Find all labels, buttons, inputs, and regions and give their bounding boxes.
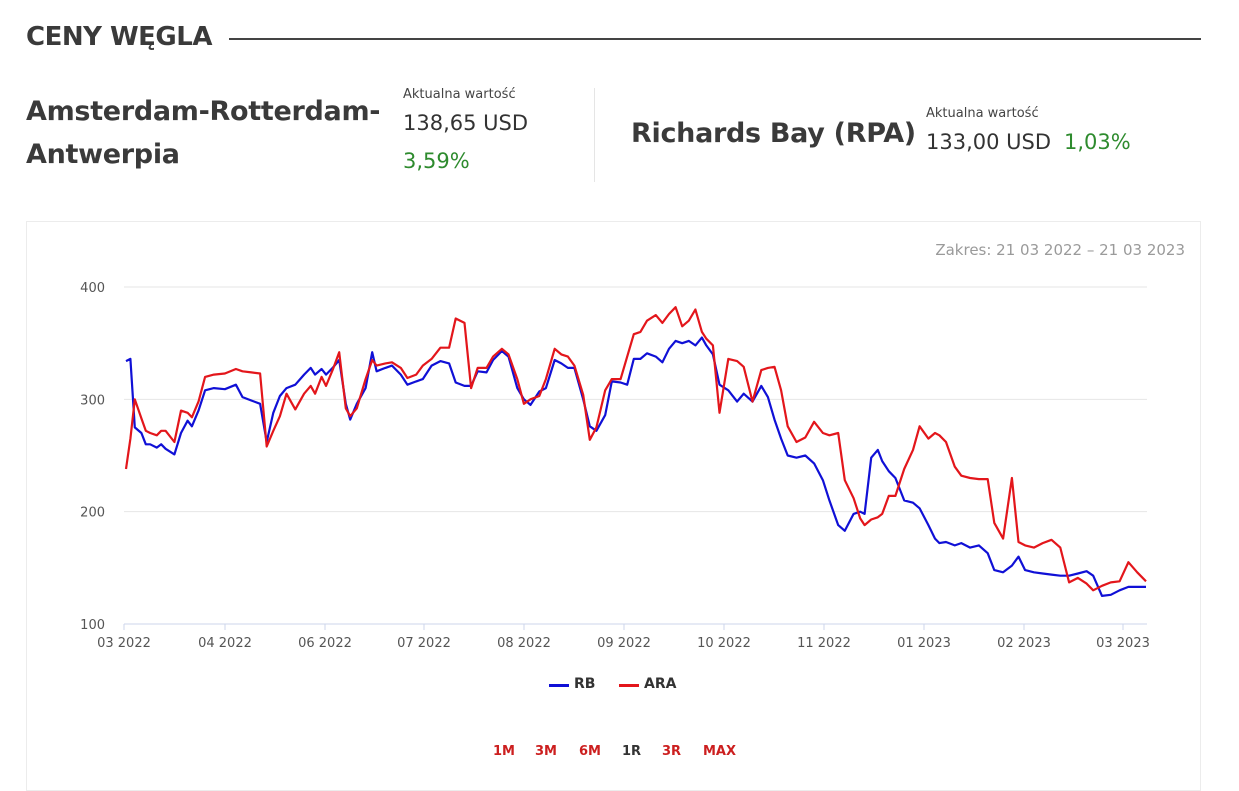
x-tick-label: 02 2023 [997, 636, 1051, 651]
x-tick-label: 11 2022 [797, 636, 851, 651]
period-3r-button[interactable]: 3R [662, 744, 682, 759]
quote-rb-name: Richards Bay (RPA) [631, 118, 916, 149]
quote-ara-label: Aktualna wartość [403, 87, 516, 102]
y-tick-label: 200 [80, 506, 105, 521]
section-title: CENY WĘGLA [26, 22, 212, 52]
y-tick-label: 400 [80, 281, 105, 296]
period-3m-button[interactable]: 3M [535, 744, 557, 759]
section-header: CENY WĘGLA [26, 20, 1201, 60]
legend-rb[interactable]: RB [574, 676, 596, 692]
period-1m-button[interactable]: 1M [493, 744, 515, 759]
x-tick-label: 03 2022 [97, 636, 151, 651]
y-tick-label: 300 [80, 393, 105, 408]
series-line-ara [124, 306, 1147, 592]
quote-ara-name: Amsterdam-Rotterdam- Antwerpia [26, 90, 381, 176]
quote-ara-value: 138,65 USD [403, 111, 529, 135]
quote-rb-value: 133,00 USD [926, 130, 1052, 154]
x-tick-label: 10 2022 [697, 636, 751, 651]
quote-divider [594, 88, 595, 182]
legend-ara-line [619, 684, 639, 687]
legend-ara[interactable]: ARA [644, 676, 677, 692]
y-tick-label: 100 [80, 618, 105, 633]
period-max-button[interactable]: MAX [703, 744, 737, 759]
x-tick-label: 09 2022 [597, 636, 651, 651]
x-tick-label: 07 2022 [397, 636, 451, 651]
quote-rb-label: Aktualna wartość [926, 106, 1039, 121]
x-tick-label: 01 2023 [897, 636, 951, 651]
x-tick-label: 06 2022 [298, 636, 352, 651]
period-6m-button[interactable]: 6M [579, 744, 601, 759]
quote-rb-change: 1,03% [1064, 130, 1131, 154]
quote-ara-name-line1: Amsterdam-Rotterdam- [26, 96, 381, 127]
quote-ara-change: 3,59% [403, 149, 470, 173]
x-tick-label: 08 2022 [497, 636, 551, 651]
legend-rb-line [549, 684, 569, 687]
period-1r-button[interactable]: 1R [622, 744, 642, 759]
chart-range: Zakres: 21 03 2022 – 21 03 2023 [935, 241, 1185, 259]
x-tick-label: 03 2023 [1096, 636, 1150, 651]
quote-ara-name-line2: Antwerpia [26, 139, 180, 170]
section-rule [229, 38, 1201, 40]
series-line-rb [125, 336, 1146, 598]
x-tick-label: 04 2022 [198, 636, 252, 651]
